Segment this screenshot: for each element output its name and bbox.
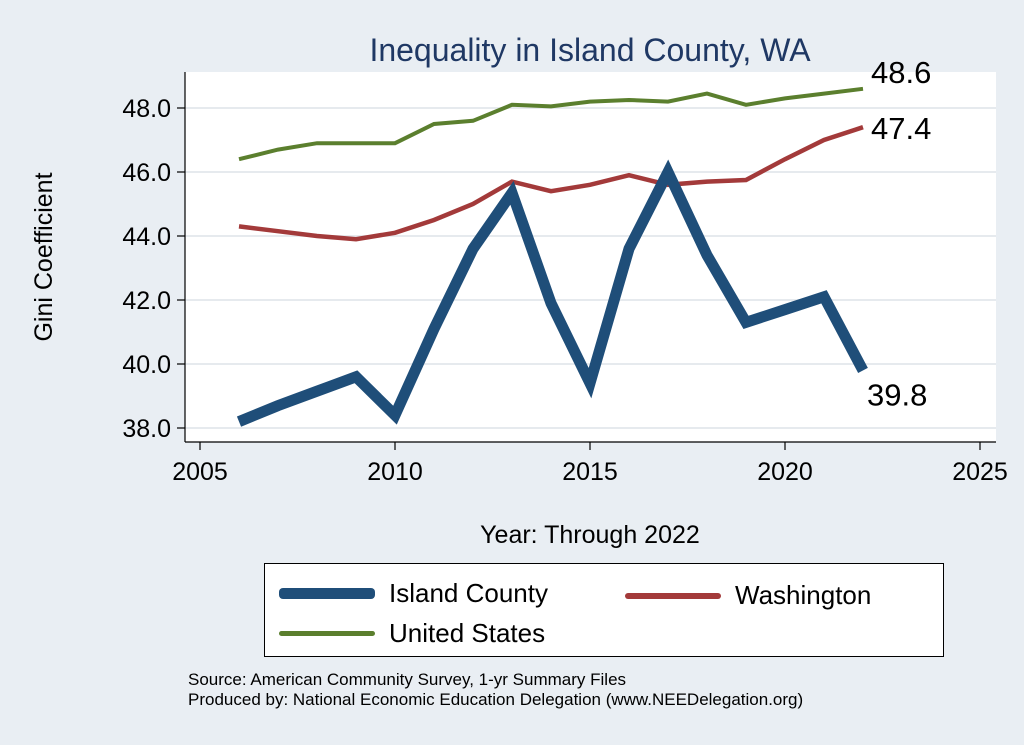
legend-label-washington: Washington: [735, 580, 872, 610]
end-label-united-states: 48.6: [871, 55, 931, 90]
legend: Island County Washington United States: [264, 563, 944, 657]
legend-item-island-county: Island County: [279, 578, 548, 609]
legend-swatch-washington: [625, 592, 721, 599]
chart-title: Inequality in Island County, WA: [369, 32, 811, 68]
x-axis-label: Year: Through 2022: [480, 521, 700, 549]
grid-lines: [185, 107, 996, 429]
legend-item-united-states: United States: [279, 618, 545, 649]
x-tick-label: 2025: [952, 458, 1008, 486]
x-tick-label: 2015: [562, 458, 618, 486]
legend-swatch-united-states: [279, 631, 375, 636]
legend-label-island-county: Island County: [389, 578, 548, 608]
y-tick-label: 40.0: [122, 351, 171, 379]
y-tick-label: 46.0: [122, 159, 171, 187]
producer-line: Produced by: National Economic Education…: [188, 690, 804, 709]
legend-item-washington: Washington: [625, 580, 871, 611]
end-label-washington: 47.4: [871, 111, 931, 146]
series-line-united-states: [238, 86, 864, 162]
x-tick-label: 2005: [172, 458, 228, 486]
y-tick-label: 44.0: [122, 223, 171, 251]
y-axis-label: Gini Coefficient: [30, 172, 58, 341]
legend-swatch-island-county: [279, 588, 375, 599]
y-tick-label: 38.0: [122, 415, 171, 443]
series-line-washington: [238, 125, 864, 242]
series-line-island-county: [236, 159, 868, 427]
axes: 38.0 40.0 42.0 44.0 46.0 48.0 2005 2010 2015 2020…: [122, 72, 1008, 486]
series-lines: [236, 86, 868, 427]
end-label-island-county: 39.8: [867, 377, 927, 412]
y-tick-label: 48.0: [122, 95, 171, 123]
source-note: Source: American Community Survey, 1-yr …: [188, 670, 803, 710]
y-tick-label: 42.0: [122, 287, 171, 315]
x-tick-label: 2010: [367, 458, 423, 486]
legend-label-united-states: United States: [389, 618, 546, 648]
x-tick-label: 2020: [757, 458, 813, 486]
source-line: Source: American Community Survey, 1-yr …: [188, 670, 627, 689]
end-labels: 39.8 47.4 48.6: [867, 55, 931, 413]
